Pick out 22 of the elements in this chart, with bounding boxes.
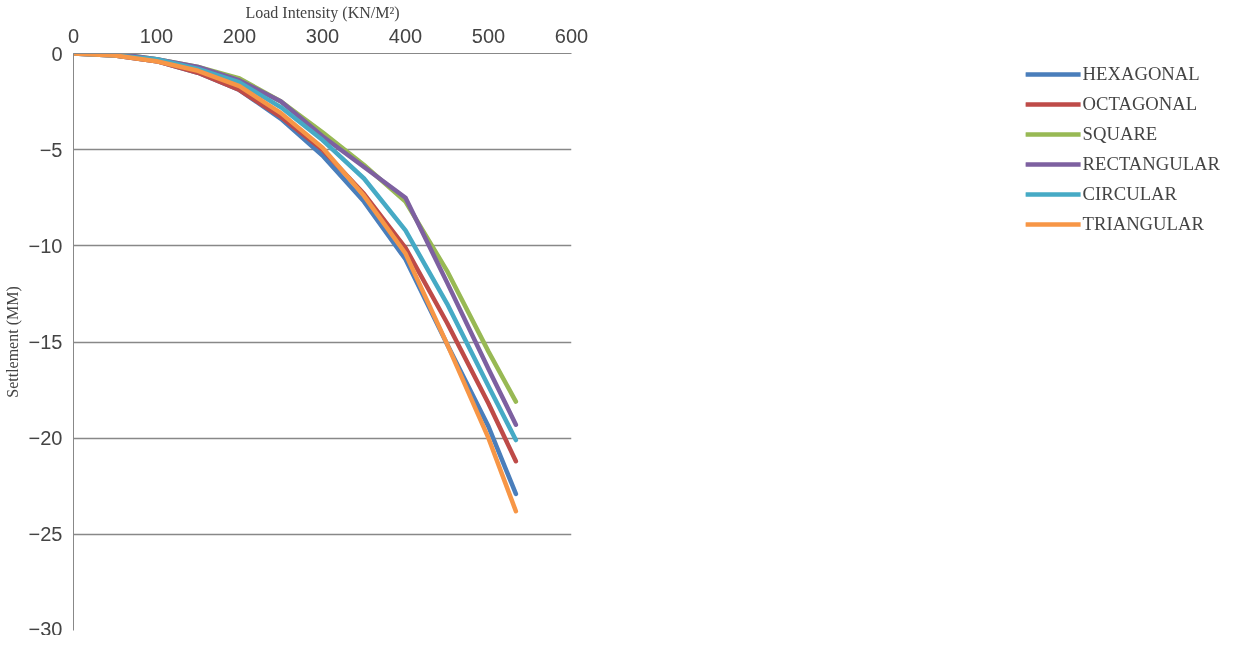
y-tick-label: −30: [28, 617, 63, 640]
x-tick-label: 100: [139, 24, 174, 47]
y-tick-label: 0: [51, 42, 63, 65]
x-tick-label: 500: [471, 24, 506, 47]
y-tick-label: −15: [28, 331, 63, 353]
x-tick-label: 300: [305, 24, 340, 47]
x-axis-title: Load Intensity (KN/M²): [245, 3, 400, 22]
legend-label: TRIANGULAR: [1082, 213, 1204, 235]
x-tick-label: 200: [222, 24, 257, 47]
x-tick-label: 0: [67, 24, 80, 47]
x-tick-label: 400: [388, 24, 423, 47]
y-tick-label: −20: [28, 427, 63, 450]
legend-label: CIRCULAR: [1082, 183, 1177, 205]
y-tick-label: −25: [28, 523, 63, 546]
y-tick-label: −10: [28, 234, 63, 257]
legend-label: SQUARE: [1082, 123, 1158, 145]
y-axis-title: Settlement (MM): [3, 286, 22, 398]
y-tick-label: −5: [39, 138, 63, 161]
x-tick-label: 600: [554, 24, 589, 47]
legend-label: RECTANGULAR: [1082, 153, 1220, 175]
legend-label: HEXAGONAL: [1082, 63, 1200, 85]
legend-label: OCTAGONAL: [1082, 93, 1198, 115]
